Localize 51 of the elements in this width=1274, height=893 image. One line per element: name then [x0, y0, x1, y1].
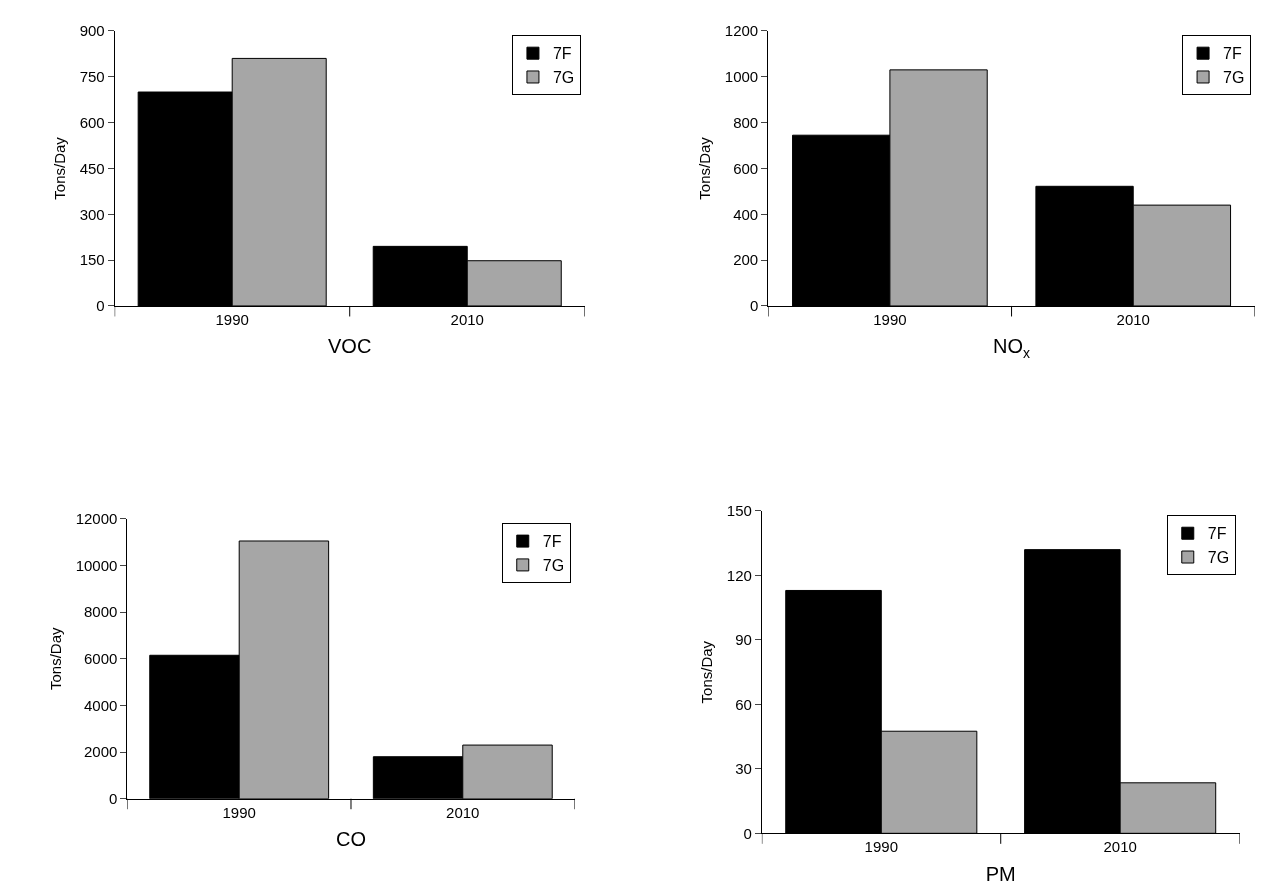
y-tick-label: 0 [743, 824, 752, 842]
y-tick-label: 900 [79, 22, 105, 40]
y-tick-label: 1200 [724, 22, 759, 40]
y-axis-title: Tons/Day [696, 136, 714, 200]
y-tick-label: 400 [733, 205, 759, 223]
y-tick-label: 600 [733, 159, 759, 177]
x-tick-label: 2010 [1116, 310, 1150, 328]
y-tick-label: 4000 [84, 696, 118, 714]
y-axis-title: Tons/Day [46, 627, 64, 691]
y-tick-label: 12000 [75, 510, 118, 528]
x-axis-title: NO$_{x}$ [993, 335, 1031, 361]
y-tick-label: 8000 [84, 603, 118, 621]
y-tick-label: 2000 [84, 743, 118, 761]
x-tick-label: 1990 [215, 310, 249, 328]
legend-label: 7F [1207, 525, 1227, 543]
y-tick-label: 200 [733, 251, 759, 269]
y-tick-label: 0 [749, 297, 759, 315]
x-tick-label: 2010 [450, 310, 484, 328]
y-axis-title: Tons/Day [50, 136, 68, 200]
x-axis-title: PM [985, 862, 1016, 885]
y-tick-label: 60 [735, 695, 752, 713]
y-tick-label: 600 [79, 113, 105, 131]
legend-label: 7G [542, 557, 565, 575]
x-tick-label: 2010 [446, 803, 480, 821]
legend-label: 7G [552, 69, 575, 87]
legend-label: 7G [1223, 69, 1245, 87]
x-tick-label: 1990 [222, 803, 256, 821]
y-tick-label: 150 [79, 251, 105, 269]
y-tick-label: 6000 [84, 650, 118, 668]
y-tick-label: 1000 [724, 67, 759, 85]
y-tick-label: 750 [79, 67, 105, 85]
y-tick-label: 150 [726, 502, 752, 520]
y-tick-label: 120 [726, 566, 752, 584]
x-tick-label: 1990 [873, 310, 907, 328]
y-tick-label: 0 [96, 297, 105, 315]
legend-label: 7G [1207, 549, 1230, 567]
legend-label: 7F [1223, 45, 1242, 63]
y-tick-label: 0 [109, 789, 118, 807]
y-tick-label: 450 [79, 159, 105, 177]
x-tick-label: 1990 [864, 838, 898, 856]
legend-label: 7F [552, 45, 572, 63]
x-axis-title: VOC [328, 335, 372, 358]
x-axis-title: CO [335, 828, 366, 851]
y-tick-label: 800 [733, 113, 759, 131]
y-tick-label: 90 [735, 631, 752, 649]
y-tick-label: 10000 [75, 556, 118, 574]
legend-label: 7F [542, 533, 562, 551]
y-axis-title: Tons/Day [698, 640, 716, 704]
x-tick-label: 2010 [1103, 838, 1137, 856]
y-tick-label: 30 [735, 760, 752, 778]
y-tick-label: 300 [79, 205, 105, 223]
